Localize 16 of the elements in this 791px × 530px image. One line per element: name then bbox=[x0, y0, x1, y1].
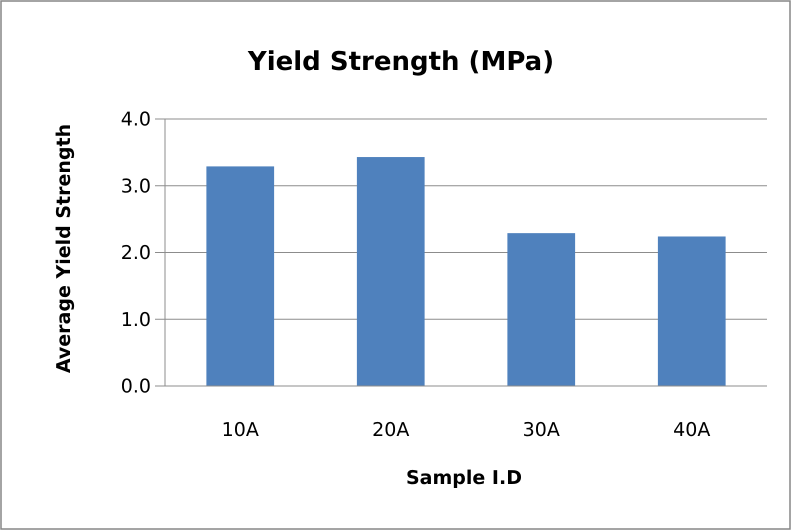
y-tick-label: 3.0 bbox=[120, 175, 151, 198]
bar bbox=[206, 166, 274, 386]
x-axis-title: Sample I.D bbox=[406, 467, 522, 489]
y-tick-label: 1.0 bbox=[120, 308, 151, 331]
y-tick-label: 0.0 bbox=[120, 376, 151, 398]
x-tick-label: 30A bbox=[522, 419, 560, 441]
x-tick-label: 40A bbox=[673, 419, 710, 441]
y-axis-title: Average Yield Strength bbox=[53, 124, 75, 374]
bar bbox=[507, 233, 576, 386]
bar bbox=[356, 157, 425, 386]
y-tick-label: 4.0 bbox=[120, 108, 151, 131]
x-tick-label: 20A bbox=[372, 419, 410, 441]
bar bbox=[658, 236, 726, 386]
x-tick-label: 10A bbox=[222, 419, 259, 441]
y-tick-label: 2.0 bbox=[120, 242, 151, 264]
chart-title: Yield Strength (MPa) bbox=[246, 47, 554, 77]
